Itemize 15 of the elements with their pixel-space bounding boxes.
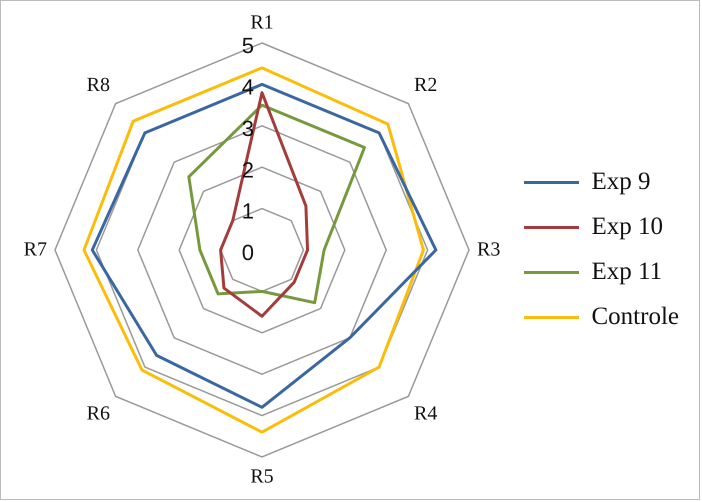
spoke-label: R4	[414, 402, 438, 424]
legend-label: Exp 11	[592, 258, 662, 286]
spoke-label: R5	[250, 465, 274, 488]
spoke-label: R1	[250, 11, 274, 34]
spoke-label: R7	[24, 238, 47, 260]
legend-label: Controle	[592, 303, 680, 330]
legend-label: Exp 9	[592, 168, 651, 196]
y-tick-label: 1	[242, 198, 254, 224]
y-tick-label: 0	[242, 240, 254, 266]
legend-label: Exp 10	[592, 213, 664, 240]
y-tick-label: 5	[242, 33, 254, 58]
spoke-label: R2	[414, 74, 438, 96]
spoke-label: R8	[86, 74, 110, 96]
spoke-label: R3	[477, 238, 500, 260]
spoke-label: R6	[86, 402, 110, 424]
